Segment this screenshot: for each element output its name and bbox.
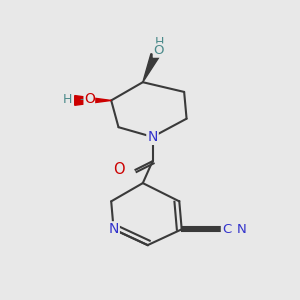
Text: O: O	[113, 162, 124, 177]
Text: O: O	[84, 92, 95, 106]
Text: H: H	[63, 93, 72, 106]
Text: H: H	[155, 36, 164, 49]
Text: -: -	[80, 93, 84, 106]
Text: O: O	[153, 44, 164, 57]
Text: C: C	[222, 223, 231, 236]
Polygon shape	[75, 96, 111, 105]
Text: N: N	[236, 223, 246, 236]
Text: N: N	[147, 130, 158, 144]
Polygon shape	[143, 54, 159, 82]
Text: N: N	[108, 222, 119, 236]
